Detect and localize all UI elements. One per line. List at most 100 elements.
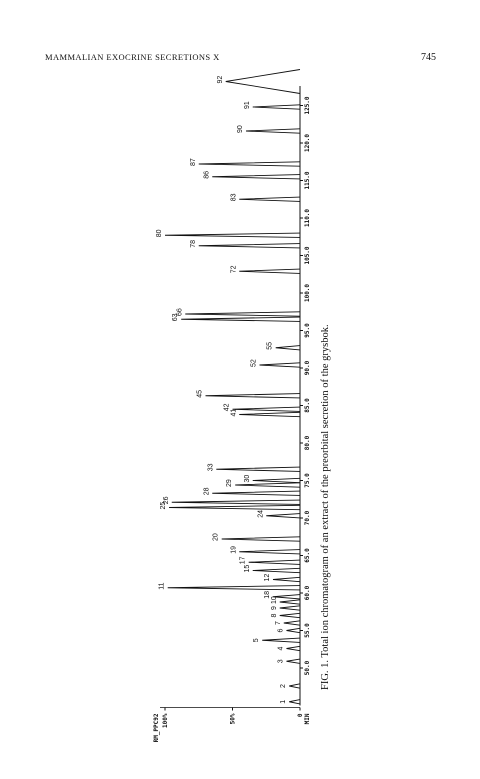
peak-label: 91 — [244, 101, 251, 109]
peak — [286, 658, 301, 664]
x-axis-label: MIN — [304, 713, 311, 724]
peak — [185, 311, 301, 317]
peak-label: 15 — [244, 565, 251, 573]
x-tick-label: 50.0 — [304, 660, 311, 675]
peak-label: 19 — [230, 546, 237, 554]
peak-label: 6 — [278, 629, 285, 633]
x-tick-label: 90.0 — [304, 360, 311, 375]
y-tick-label: 100% — [162, 713, 169, 728]
x-tick-label: 70.0 — [304, 510, 311, 525]
peak — [259, 362, 301, 368]
peak-label: 42 — [224, 403, 231, 411]
peak-label: 7 — [275, 621, 282, 625]
peak-label: 63 — [172, 313, 179, 321]
peak-label: 24 — [257, 510, 264, 518]
peak — [167, 585, 301, 591]
peak-label: 20 — [213, 533, 220, 541]
peak — [252, 567, 301, 574]
peak — [198, 243, 301, 249]
peak-label: 83 — [230, 193, 237, 201]
x-tick-label: 60.0 — [304, 585, 311, 600]
peak — [235, 482, 301, 488]
peak-label: 25 — [160, 502, 167, 510]
peak — [239, 549, 301, 555]
peak — [286, 627, 301, 634]
peak-label: 26 — [163, 496, 170, 504]
peak — [266, 513, 301, 519]
peak-label: 52 — [251, 359, 258, 367]
peak-label: 9 — [271, 606, 278, 610]
peak — [212, 490, 301, 496]
peak-label: 2 — [280, 684, 287, 688]
peak — [239, 268, 301, 274]
peak-label: 33 — [207, 463, 214, 471]
peak-label: 29 — [226, 479, 233, 487]
peak — [171, 499, 301, 505]
peak — [198, 161, 301, 167]
peak-label: 72 — [230, 265, 237, 273]
peak-label: 66 — [176, 308, 183, 316]
x-tick-label: 80.0 — [304, 435, 311, 450]
peak — [286, 645, 301, 652]
peak-label: 78 — [190, 240, 197, 248]
peak-label: 86 — [203, 171, 210, 179]
peak-label: 87 — [190, 158, 197, 166]
peak — [205, 393, 301, 399]
x-tick-label: 55.0 — [304, 623, 311, 638]
peak-label: 45 — [197, 390, 204, 398]
peak — [225, 69, 301, 94]
peak — [283, 620, 301, 626]
peak — [239, 411, 301, 418]
peak — [279, 599, 301, 605]
peak — [262, 637, 301, 643]
x-tick-label: 125.0 — [304, 96, 311, 114]
peak-label: 80 — [156, 229, 163, 237]
x-tick-label: 65.0 — [304, 548, 311, 563]
peak-label: 12 — [264, 574, 271, 582]
peak — [248, 559, 301, 565]
peak — [216, 466, 301, 472]
peak-label: 1 — [280, 700, 287, 704]
peak-label: 3 — [278, 659, 285, 663]
peak — [239, 196, 301, 202]
peak — [212, 174, 301, 180]
peak — [232, 406, 301, 412]
peak-label: 41 — [230, 409, 237, 417]
peak — [164, 232, 301, 238]
peak — [252, 477, 301, 484]
peak — [272, 594, 301, 600]
x-tick-label: 85.0 — [304, 398, 311, 413]
x-tick-label: 95.0 — [304, 323, 311, 338]
peak-label: 90 — [237, 125, 244, 133]
peak-label: 92 — [217, 76, 224, 84]
page-number: 745 — [421, 52, 436, 63]
x-tick-label: 105.0 — [304, 246, 311, 264]
peak-label: 4 — [278, 647, 285, 651]
x-tick-label: 115.0 — [304, 171, 311, 189]
peak — [289, 683, 301, 689]
peak — [169, 504, 301, 511]
peak-label: 55 — [267, 342, 274, 350]
y-tick-label: 0 — [297, 713, 304, 717]
peak — [221, 536, 301, 542]
x-tick-label: 75.0 — [304, 473, 311, 488]
peak-label: 28 — [203, 487, 210, 495]
peak-label: 5 — [253, 638, 260, 642]
peak — [181, 316, 301, 322]
peak — [279, 605, 301, 611]
peak-label: 8 — [271, 614, 278, 618]
peak — [252, 104, 301, 110]
peak — [275, 345, 301, 351]
x-tick-label: 100.0 — [304, 284, 311, 302]
x-tick-label: 120.0 — [304, 134, 311, 152]
peak-label: 30 — [244, 475, 251, 483]
peak — [272, 576, 301, 583]
y-tick-label: 50% — [230, 713, 237, 724]
peak-label: 18 — [264, 591, 271, 599]
x-tick-label: 110.0 — [304, 209, 311, 227]
running-title: MAMMALIAN EXOCRINE SECRETIONS X — [45, 52, 220, 62]
caption: FIG. 1. Total ion chromatogram of an ext… — [320, 324, 331, 690]
peak-label: 11 — [159, 582, 166, 589]
peak — [245, 128, 301, 134]
